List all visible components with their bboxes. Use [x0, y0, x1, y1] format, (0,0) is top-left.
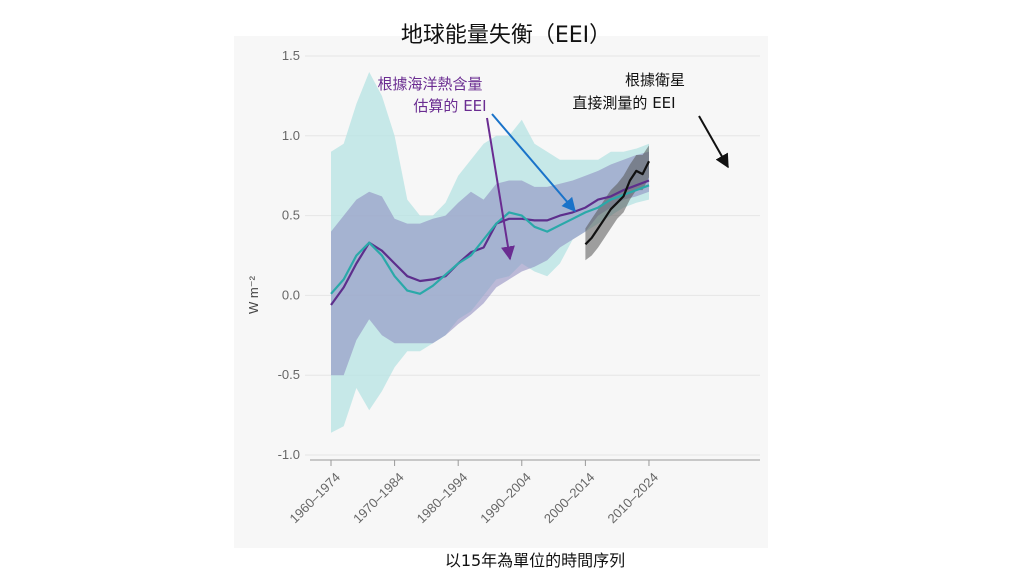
y-tick-label: 1.5 — [282, 48, 300, 63]
y-tick-label: -0.5 — [278, 367, 300, 382]
line-ocean_heat_content_ensemble — [330, 179, 650, 306]
annotation-arrow-ohc-blue — [491, 113, 576, 213]
annotation-ohc-line2: 估算的 EEI — [413, 97, 486, 115]
y-axis-label: W m⁻² — [246, 275, 261, 314]
y-tick-label: 0.0 — [282, 287, 300, 302]
y-tick-label: 1.0 — [282, 128, 300, 143]
annotation-satellite-line2: 直接測量的 EEI — [572, 94, 675, 112]
annotation-satellite-line1: 根據衛星 — [625, 71, 685, 89]
line-satellite_direct — [584, 160, 650, 246]
series-lines — [330, 160, 650, 306]
annotation-ohc-line1: 根據海洋熱含量 — [377, 75, 482, 93]
line-ocean_heat_content_alt — [330, 184, 650, 295]
annotation-arrow-ohc-purple — [486, 117, 515, 261]
y-tick-label: -1.0 — [278, 447, 300, 462]
plot-background — [234, 36, 768, 548]
chart-title: 地球能量失衡（EEI） — [401, 23, 611, 48]
y-tick-label: 0.5 — [282, 208, 300, 223]
x-axis-label: 以15年為單位的時間序列 — [445, 551, 625, 570]
annotation-arrow-satellite — [698, 115, 729, 169]
